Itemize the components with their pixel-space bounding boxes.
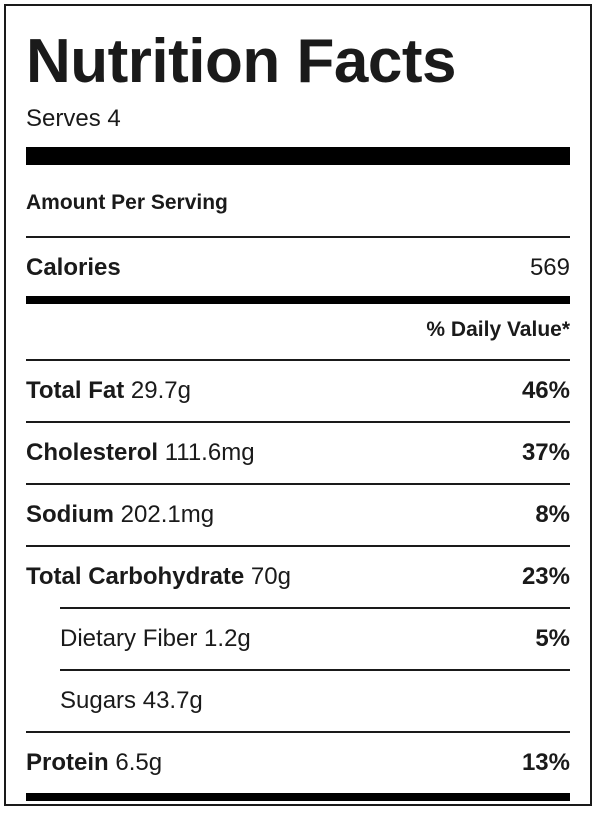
calories-value: 569 (529, 254, 570, 281)
indented-divider (60, 607, 570, 609)
nutrient-amount: 1.2g (204, 625, 251, 652)
medium-divider (26, 296, 570, 304)
divider (26, 359, 570, 361)
nutrient-row-dietary-fiber: Dietary Fiber 1.2g 5% (60, 609, 570, 669)
nutrition-facts-label: Nutrition Facts Serves 4 Amount Per Serv… (4, 4, 592, 806)
nutrient-row-total-fat: Total Fat 29.7g 46% (26, 361, 570, 421)
nutrient-daily-value: 23% (521, 563, 570, 590)
nutrient-row-sugars: Sugars 43.7g (60, 671, 570, 731)
label-content: Nutrition Facts Serves 4 Amount Per Serv… (26, 6, 570, 804)
nutrient-amount: 202.1mg (120, 501, 215, 528)
nutrient-name: Sugars (60, 687, 137, 714)
amount-per-serving-heading: Amount Per Serving (26, 191, 228, 214)
nutrient-daily-value: 13% (521, 749, 570, 776)
nutrient-row-cholesterol: Cholesterol 111.6mg 37% (26, 423, 570, 483)
divider (26, 236, 570, 238)
nutrient-row-protein: Protein 6.5g 13% (26, 733, 570, 793)
nutrient-amount: 111.6mg (164, 439, 255, 466)
daily-value-header: % Daily Value* (426, 318, 570, 341)
nutrient-name: Dietary Fiber (60, 625, 198, 652)
divider (26, 545, 570, 547)
medium-divider (26, 793, 570, 801)
nutrient-name: Total Carbohydrate (26, 563, 245, 590)
nutrient-daily-value: 37% (521, 439, 570, 466)
thick-divider (26, 147, 570, 165)
nutrient-daily-value: 5% (535, 625, 570, 652)
servings-text: Serves 4 (26, 105, 121, 132)
nutrient-amount: 70g (250, 563, 291, 590)
calories-label: Calories (26, 254, 121, 281)
label-title: Nutrition Facts (26, 27, 456, 96)
divider (26, 483, 570, 485)
nutrient-amount: 6.5g (115, 749, 163, 776)
nutrient-name: Cholesterol (26, 439, 159, 466)
indented-divider (60, 669, 570, 671)
nutrient-amount: 43.7g (142, 687, 203, 714)
nutrient-amount: 29.7g (130, 377, 191, 404)
nutrient-name: Sodium (26, 501, 114, 528)
nutrient-daily-value: 46% (521, 377, 570, 404)
nutrient-row-total-carbohydrate: Total Carbohydrate 70g 23% (26, 547, 570, 607)
divider (26, 421, 570, 423)
calories-row: Calories 569 (26, 238, 570, 298)
nutrient-row-sodium: Sodium 202.1mg 8% (26, 485, 570, 545)
nutrient-name: Protein (26, 749, 109, 776)
divider (26, 731, 570, 733)
nutrient-name: Total Fat (26, 377, 125, 404)
nutrient-daily-value: 8% (535, 501, 570, 528)
